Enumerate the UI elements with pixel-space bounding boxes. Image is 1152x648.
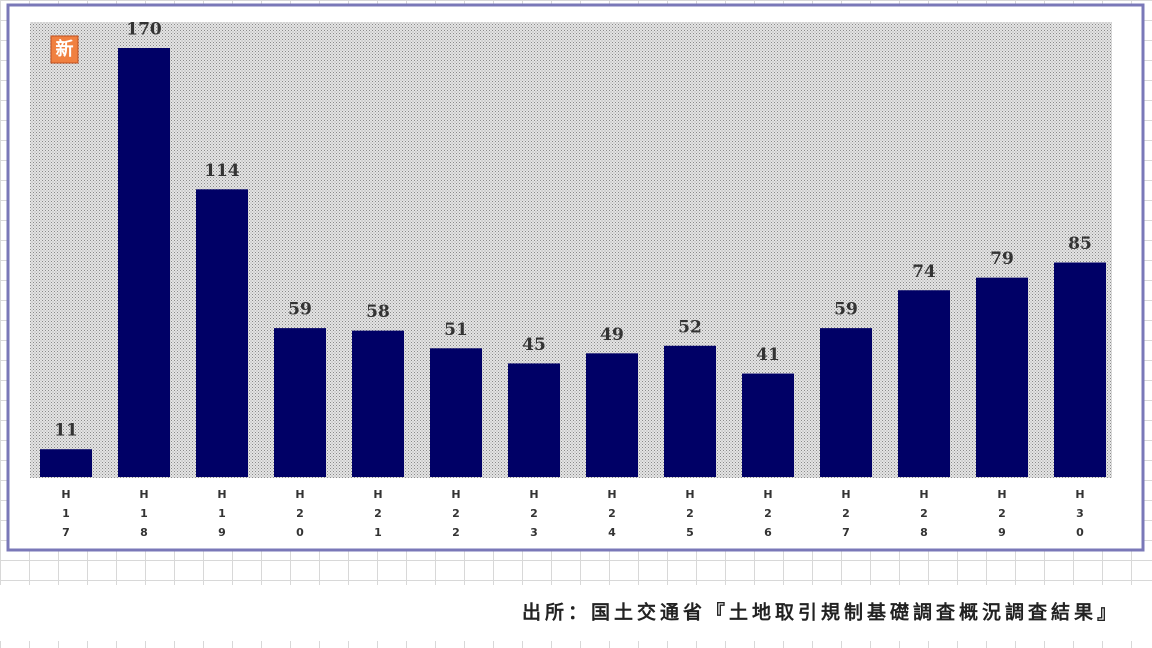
bar [742,373,794,477]
bar [430,348,482,477]
bar [196,189,248,478]
value-label: 59 [288,300,312,320]
value-label: 85 [1068,234,1092,254]
value-label: 49 [600,325,624,345]
bar [664,345,716,477]
bar [274,328,326,477]
value-label: 79 [990,249,1014,269]
value-label: 58 [366,302,390,322]
bar [508,363,560,477]
bar [1054,262,1106,477]
source-cell [0,585,1152,641]
value-label: 11 [54,421,78,441]
bar [820,328,872,477]
bar [40,449,92,477]
value-label: 41 [756,345,780,365]
bar [118,48,170,477]
bar [352,330,404,477]
value-label: 45 [522,335,546,355]
bar [586,353,638,477]
value-label: 114 [204,161,240,181]
value-label: 51 [444,320,468,340]
value-label: 74 [912,262,936,282]
badge-box [50,35,79,64]
badge: 新 [56,38,74,60]
value-label: 170 [126,20,162,40]
value-label: 59 [834,300,858,320]
bar [898,290,950,477]
value-label: 52 [678,317,702,337]
bar [976,277,1028,477]
source: 出所：国土交通省『土地取引規制基礎調査概況調査結果』 [522,601,1120,624]
